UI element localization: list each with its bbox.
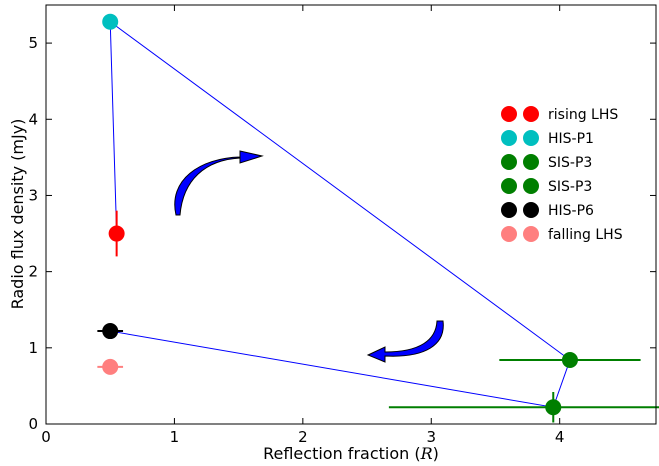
legend-marker (523, 178, 539, 194)
legend-label: falling LHS (548, 227, 623, 243)
y-axis-label: Radio flux density (mJy) (8, 119, 27, 310)
curved-arrow-lower (366, 320, 444, 363)
marker (108, 225, 125, 242)
point-1 (102, 13, 119, 30)
legend-marker (523, 130, 539, 146)
y-tick-label: 2 (28, 263, 38, 281)
y-tick-label: 1 (28, 339, 38, 357)
x-tick-label: 2 (298, 428, 308, 446)
legend-marker (501, 106, 517, 122)
y-tick-label: 0 (28, 415, 38, 433)
legend-marker (523, 226, 539, 242)
direction-arrows (174, 150, 444, 363)
legend-marker (501, 178, 517, 194)
x-tick-label: 3 (426, 428, 436, 446)
legend-marker (501, 154, 517, 170)
y-tick-label: 4 (28, 110, 38, 128)
marker (561, 352, 578, 369)
point-4 (97, 323, 124, 340)
legend-marker (501, 202, 517, 218)
point-0 (108, 210, 125, 257)
x-tick-label: 0 (41, 428, 51, 446)
legend-marker (501, 226, 517, 242)
marker (545, 399, 562, 416)
legend-label: HIS-P6 (548, 203, 594, 219)
legend-marker (501, 130, 517, 146)
point-3 (388, 392, 659, 423)
y-tick-label: 3 (28, 186, 38, 204)
legend-label: HIS-P1 (548, 131, 594, 147)
x-tick-label: 4 (555, 428, 565, 446)
legend-entry: SIS-P3 (501, 178, 592, 195)
legend-entry: HIS-P1 (501, 130, 594, 147)
marker (102, 323, 119, 340)
legend-label: SIS-P3 (548, 179, 592, 195)
legend-entry: rising LHS (501, 106, 618, 123)
legend-entry: falling LHS (501, 226, 623, 243)
legend-marker (523, 202, 539, 218)
legend-label: SIS-P3 (548, 155, 592, 171)
legend-entry: SIS-P3 (501, 154, 592, 171)
marker (102, 13, 119, 30)
x-axis-label: Reflection fraction (R) (263, 444, 439, 463)
legend-marker (523, 154, 539, 170)
curved-arrow-upper (174, 150, 264, 216)
point-2 (499, 352, 641, 369)
legend: rising LHS HIS-P1 SIS-P3 SIS-P3 HIS-P6 fallin… (501, 106, 623, 243)
plot-frame (45, 4, 657, 425)
legend-marker (523, 106, 539, 122)
axis-ticks: 0 1 2 3 4 0 1 2 3 4 5 (28, 5, 656, 446)
legend-entry: HIS-P6 (501, 202, 594, 219)
x-tick-label: 1 (170, 428, 180, 446)
point-5 (97, 358, 124, 375)
y-tick-label: 5 (28, 34, 38, 52)
legend-label: rising LHS (548, 107, 618, 123)
data-points (97, 13, 659, 423)
marker (102, 358, 119, 375)
